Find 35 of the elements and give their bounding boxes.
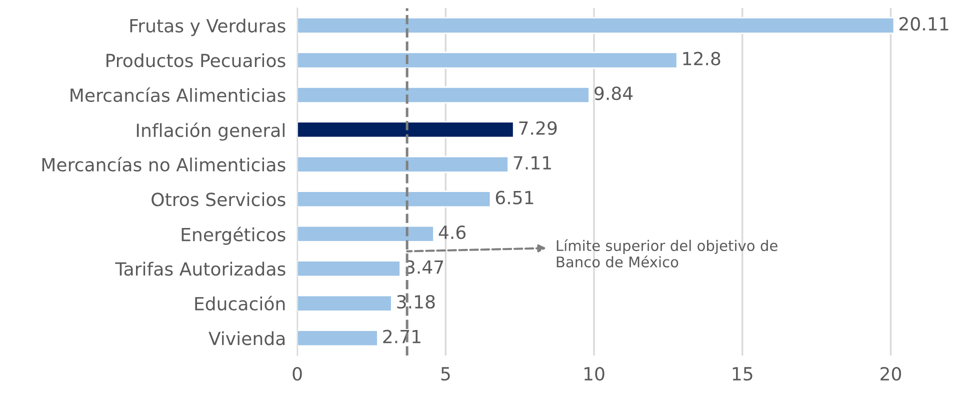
data-label: 6.51 xyxy=(496,190,534,204)
data-label: 12.8 xyxy=(683,52,720,66)
bar xyxy=(297,156,509,173)
x-tick-label: 0 xyxy=(292,366,302,381)
ref-line-label: Límite superior del objetivo de Banco de México xyxy=(556,239,778,268)
y-tick-label: Mercancías Alimenticias xyxy=(70,87,286,102)
data-label: 7.29 xyxy=(519,121,557,135)
data-label: 7.11 xyxy=(514,156,551,170)
y-tick-label: Otros Servicios xyxy=(152,192,286,206)
y-tick-label: Energéticos xyxy=(182,226,286,245)
bar xyxy=(297,121,514,138)
data-label: 9.84 xyxy=(594,86,633,100)
data-label: 4.6 xyxy=(438,226,466,240)
y-tick-label: Inflación general xyxy=(136,122,284,141)
y-tick-label: Productos Pecuarios xyxy=(106,53,286,68)
x-tick-label: 20 xyxy=(880,366,902,381)
x-tick-label: 5 xyxy=(441,367,450,381)
data-label: 20.11 xyxy=(899,17,948,31)
y-tick-label: Frutas y Verduras xyxy=(130,18,286,36)
y-tick-label: Mercancías no Alimenticias xyxy=(42,156,286,172)
data-label: 3.47 xyxy=(406,260,444,274)
bar xyxy=(297,52,678,69)
bar xyxy=(297,225,434,242)
bar xyxy=(297,294,392,312)
y-tick-label: Tarifas Autorizadas xyxy=(115,262,286,276)
bar xyxy=(297,86,590,104)
bar xyxy=(297,260,401,278)
bar xyxy=(297,330,378,347)
bar xyxy=(297,190,492,208)
bar xyxy=(297,16,895,34)
y-tick-label: Vivienda xyxy=(208,331,285,346)
y-tick-label: Educación xyxy=(195,296,285,311)
x-tick-label: 10 xyxy=(584,366,604,381)
data-label: 3.18 xyxy=(397,294,435,309)
x-tick-label: 15 xyxy=(732,367,752,381)
